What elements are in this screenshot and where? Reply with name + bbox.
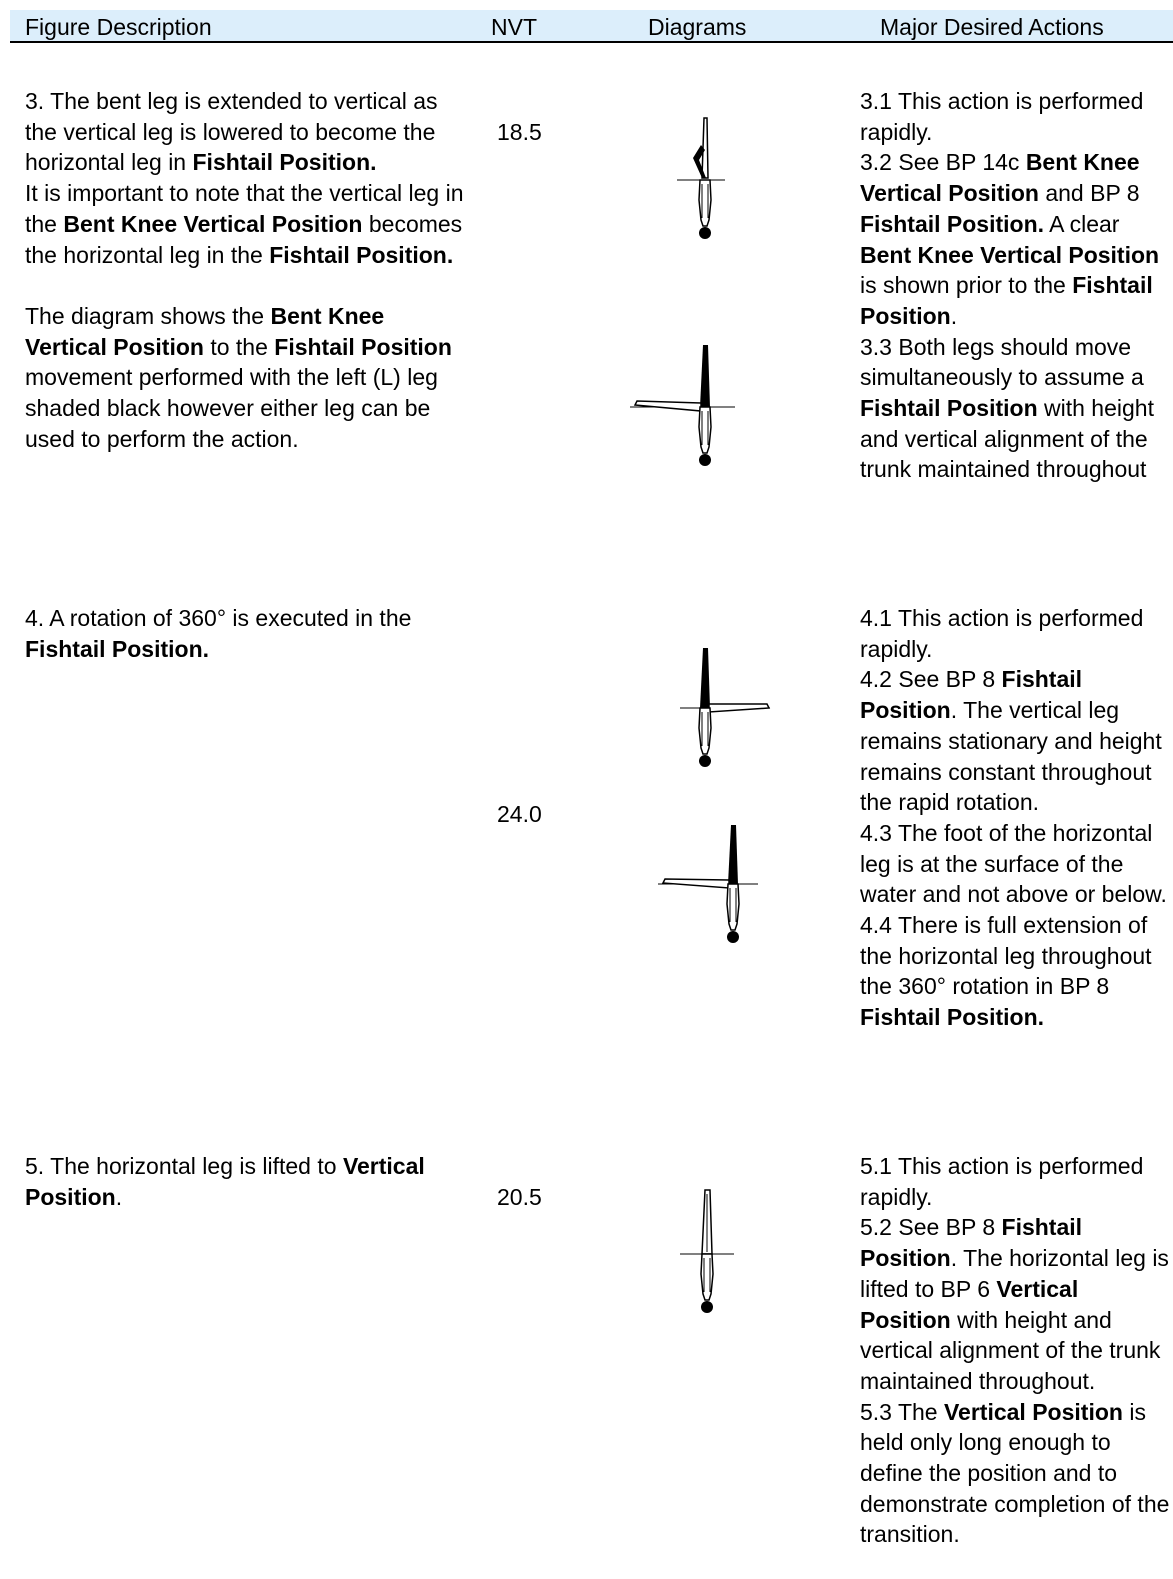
text-run: Fishtail Position (274, 333, 452, 360)
text-run: is shown prior to the (860, 272, 1073, 299)
figure-diagram (680, 1189, 734, 1314)
text-run: A clear (1044, 210, 1120, 237)
text-run: is held only long enough to define the p… (860, 1398, 1170, 1548)
text-run: . (950, 302, 958, 329)
text-run: 5.2 See BP 8 (860, 1214, 1002, 1241)
text-run: Fishtail Position. (269, 241, 454, 268)
action-item: 3.2 See BP 14c Bent Knee Vertical Positi… (860, 147, 1173, 331)
text-run: 5. The horizontal leg is lifted to (25, 1153, 343, 1179)
text-run: Bent Knee Vertical Position (860, 149, 1140, 207)
desired-actions: 5.1 This action is performed rapidly. 5.2… (860, 1151, 1173, 1550)
action-item: 4.3 The foot of the horizontal leg is at… (860, 818, 1173, 910)
action-item: 3.1 This action is performed rapidly. (860, 86, 1173, 147)
text-run: with height and vertical alignment of th… (860, 395, 1154, 483)
figure-description: 3. The bent leg is extended to vertical … (25, 86, 465, 485)
action-item: 5.3 The Vertical Position is held only l… (860, 1397, 1173, 1551)
text-line: 3. The bent leg is extended to vertical … (25, 86, 465, 178)
text-run: 3.2 See BP 14c (860, 149, 1026, 176)
text-run: Fishtail Position (860, 272, 1153, 329)
text-run: 4.3 The foot of the horizontal leg is at… (860, 819, 1167, 908)
text-run: 3. The bent leg is extended to vertical … (25, 88, 438, 176)
table-header: Figure Description NVT Diagrams Major De… (10, 10, 1173, 43)
text-run: The diagram shows the (25, 302, 271, 329)
text-run: . The horizontal leg is lifted to BP 6 (860, 1245, 1169, 1302)
text-run: Vertical Position (943, 1398, 1123, 1425)
paragraph: 4. A rotation of 360° is executed in the… (25, 603, 465, 664)
text-run: 4. A rotation of 360° is executed in the (25, 605, 412, 631)
paragraph: 3. The bent leg is extended to vertical … (25, 86, 465, 270)
action-item: 4.2 See BP 8 Fishtail Position. The vert… (860, 664, 1173, 818)
nvt-value: 24.0 (497, 801, 542, 827)
figure-diagram (658, 825, 758, 944)
text-run: It is important to note that the vertica… (25, 180, 464, 237)
text-run: becomes the horizontal leg in the (25, 210, 463, 268)
text-run: Fishtail Position. (192, 149, 377, 176)
text-run: Fishtail Position (860, 1214, 1083, 1272)
text-run: movement performed with the left (L) leg… (25, 364, 438, 452)
text-run: 5.3 The (860, 1398, 944, 1425)
nvt-value: 18.5 (497, 119, 542, 145)
column-header: Major Desired Actions (880, 14, 1104, 40)
text-run: 4.4 There is full extension of the horiz… (860, 912, 1152, 1000)
column-header: Figure Description (25, 14, 212, 40)
figure-description: 4. A rotation of 360° is executed in the… (25, 603, 465, 695)
text-run: Bent Knee Vertical Position (25, 302, 385, 360)
action-item: 4.4 There is full extension of the horiz… (860, 910, 1173, 1033)
text-run: and BP 8 (1038, 180, 1140, 207)
text-run: Vertical Position (25, 1153, 425, 1210)
text-run: Fishtail Position. (860, 1004, 1045, 1031)
figure-diagram (630, 345, 735, 467)
figure-diagram (677, 117, 725, 240)
text-run: Bent Knee Vertical Position (860, 241, 1160, 268)
text-run: Fishtail Position (860, 666, 1083, 724)
text-run: . (115, 1183, 123, 1210)
text-run: Bent Knee Vertical Position (63, 210, 363, 237)
action-item: 5.2 See BP 8 Fishtail Position. The hori… (860, 1212, 1173, 1396)
paragraph: The diagram shows the Bent Knee Vertical… (25, 301, 465, 455)
desired-actions: 3.1 This action is performed rapidly. 3.2… (860, 86, 1173, 485)
column-header: NVT (491, 14, 537, 40)
column-header: Diagrams (648, 14, 747, 40)
text-run: 3.1 This action is performed rapidly. (860, 88, 1144, 145)
text-run: Vertical Position (860, 1275, 1079, 1333)
text-line: 4. A rotation of 360° is executed in the… (25, 603, 465, 664)
text-run: 4.2 See BP 8 (860, 666, 1002, 693)
text-run: to the (203, 333, 275, 360)
text-line: It is important to note that the vertica… (25, 178, 465, 270)
text-run: . The vertical leg remains stationary an… (860, 697, 1162, 816)
action-item: 4.1 This action is performed rapidly. (860, 603, 1173, 664)
text-run: Fishtail Position. (25, 635, 210, 662)
text-line: 5. The horizontal leg is lifted to Verti… (25, 1151, 465, 1212)
text-run: 3.3 Both legs should move simultaneously… (860, 333, 1144, 391)
figure-description: 5. The horizontal leg is lifted to Verti… (25, 1151, 465, 1243)
figure-diagram (680, 648, 771, 768)
text-run: with height and vertical alignment of th… (860, 1306, 1161, 1394)
desired-actions: 4.1 This action is performed rapidly. 4.2… (860, 603, 1173, 1033)
text-run: 5.1 This action is performed rapidly. (860, 1153, 1144, 1210)
paragraph: 5. The horizontal leg is lifted to Verti… (25, 1151, 465, 1212)
text-run: 4.1 This action is performed rapidly. (860, 605, 1144, 662)
text-run: Fishtail Position (860, 395, 1038, 422)
action-item: 3.3 Both legs should move simultaneously… (860, 332, 1173, 486)
text-line: The diagram shows the Bent Knee Vertical… (25, 301, 465, 455)
action-item: 5.1 This action is performed rapidly. (860, 1151, 1173, 1212)
nvt-value: 20.5 (497, 1184, 542, 1210)
text-run: Fishtail Position. (860, 210, 1045, 237)
